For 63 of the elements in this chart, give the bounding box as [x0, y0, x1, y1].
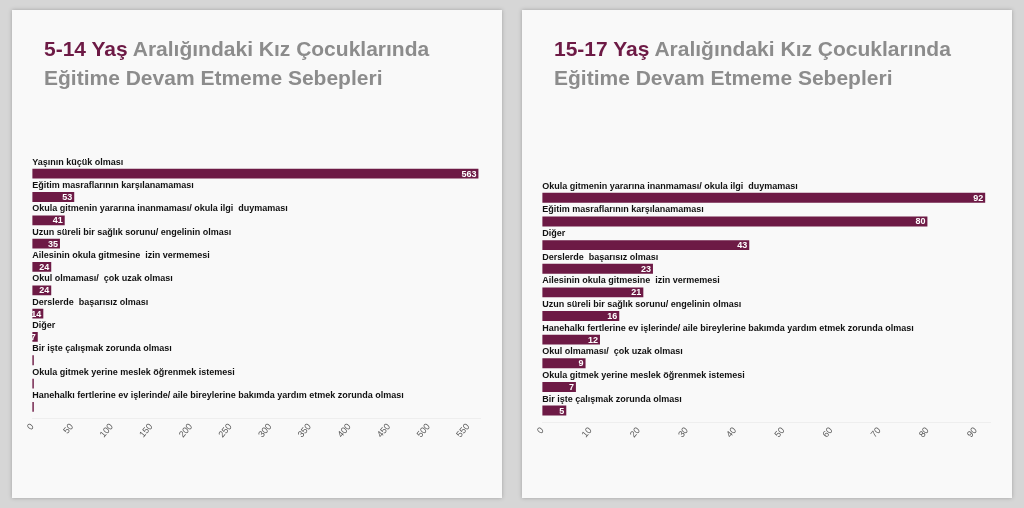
x-tick-label: 60 — [820, 425, 835, 440]
y-tick-label: Okula gitmek yerine meslek öğrenmek istemesi — [32, 366, 235, 377]
y-tick-label: Eğitim masraflarının karşılanamaması — [32, 180, 194, 191]
chart-title: 5-14 Yaş Aralığındaki Kız Çocuklarında Eğitime Devam Etmeme Sebepleri — [44, 36, 431, 91]
data-label: 7 — [30, 331, 36, 342]
y-tick-label: Yaşının küçük olması — [32, 156, 124, 167]
x-tick-label: 10 — [579, 425, 594, 440]
data-label: 80 — [915, 216, 926, 227]
y-tick-label: Bir işte çalışmak zorunda olması — [32, 343, 172, 354]
x-tick-label: 0 — [24, 421, 36, 432]
data-label: 24 — [39, 261, 50, 272]
data-label: 16 — [607, 311, 618, 321]
x-tick-label: 500 — [414, 421, 432, 440]
data-label: 21 — [631, 287, 642, 298]
y-tick-label: Diğer — [32, 320, 56, 331]
y-tick-label: Okul olmaması/ çok uzak olması — [542, 346, 683, 357]
x-tick-label: 30 — [676, 425, 691, 440]
y-tick-label: Okula gitmek yerine meslek öğrenmek istemesi — [542, 369, 745, 380]
y-tick-label: Hanehalkı fertlerine ev işlerinde/ aile bireylerine bakımda yardım etmek zorunda olması — [542, 322, 914, 333]
x-tick-label: 40 — [724, 425, 739, 440]
x-tick-label: 400 — [335, 421, 353, 440]
chart-title: 15-17 Yaş Aralığındaki Kız Çocuklarında Eğitime Devam Etmeme Sebepleri — [554, 36, 952, 91]
x-tick-label: 0 — [534, 425, 546, 436]
y-tick-label: Hanehalkı fertlerine ev işlerinde/ aile bireylerine bakımda yardım etmek zorunda olması — [32, 389, 404, 400]
data-label: 23 — [640, 263, 651, 274]
data-label: 35 — [47, 238, 58, 249]
data-label: 7 — [568, 381, 574, 392]
x-tick-label: 80 — [916, 425, 931, 440]
y-tick-label: Bir işte çalışmak zorunda olması — [542, 393, 682, 404]
data-label: 12 — [587, 334, 598, 345]
x-tick-label: 50 — [61, 421, 76, 436]
x-tick-label: 70 — [868, 425, 883, 440]
data-label: 9 — [578, 358, 584, 369]
x-tick-label: 50 — [772, 425, 787, 440]
y-tick-label: Eğitim masraflarının karşılanamaması — [542, 204, 704, 215]
x-tick-label: 100 — [97, 421, 115, 440]
y-tick-label: Uzun süreli bir sağlık sorunu/ engelinin olması — [542, 299, 742, 310]
y-tick-label: Ailesinin okula gitmesine izin vermemesi — [542, 275, 720, 286]
y-tick-label: Okula gitmenin yararına inanmaması/ okula ilgi duymaması — [542, 180, 798, 191]
x-tick-label: 200 — [176, 421, 195, 440]
x-tick-label: 450 — [374, 421, 393, 440]
data-label: 92 — [973, 192, 984, 203]
y-tick-label: Derslerde başarısız olması — [542, 251, 659, 262]
x-tick-label: 90 — [964, 425, 979, 440]
data-label: 43 — [737, 240, 748, 251]
y-tick-label: Diğer — [542, 228, 566, 239]
x-tick-label: 20 — [627, 425, 642, 440]
x-tick-label: 300 — [256, 421, 274, 440]
data-label: 41 — [52, 215, 63, 226]
y-tick-label: Ailesinin okula gitmesine izin vermemesi — [32, 250, 210, 261]
data-label: 24 — [39, 285, 50, 296]
data-label: 14 — [31, 308, 42, 319]
y-tick-label: Uzun süreli bir sağlık sorunu/ engelinin olması — [32, 226, 232, 237]
y-tick-label: Derslerde başarısız olması — [32, 296, 149, 307]
data-label: 53 — [62, 191, 73, 202]
x-tick-label: 350 — [295, 421, 314, 440]
x-tick-label: 250 — [216, 421, 234, 440]
x-tick-label: 550 — [454, 421, 472, 440]
data-label: 5 — [559, 405, 565, 416]
y-tick-label: Okula gitmenin yararına inanmaması/ okula ilgi duymaması — [32, 203, 288, 214]
y-tick-label: Okul olmaması/ çok uzak olması — [32, 273, 173, 284]
x-tick-label: 150 — [137, 421, 155, 440]
data-label: 563 — [461, 168, 477, 179]
